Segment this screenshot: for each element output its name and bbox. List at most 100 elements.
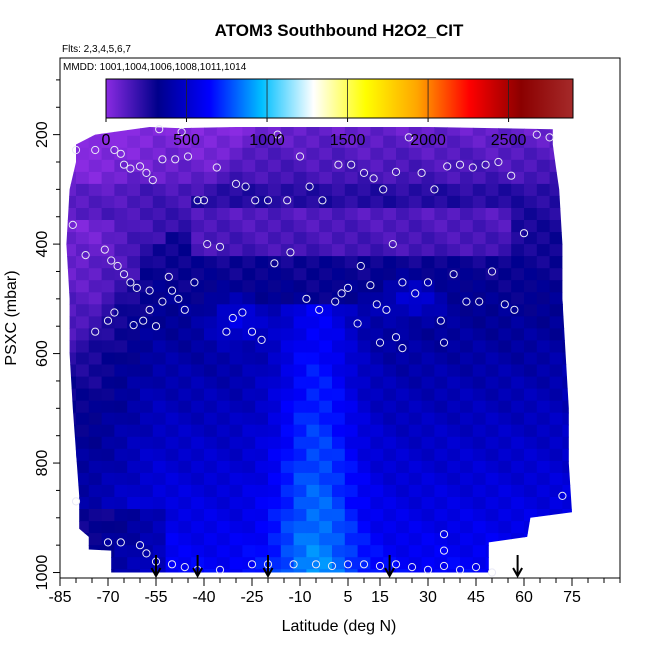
curtain-cell [447, 304, 461, 317]
curtain-cell [204, 220, 218, 233]
curtain-cell [524, 376, 538, 390]
curtain-cell [408, 388, 423, 402]
curtain-cell [536, 436, 551, 450]
curtain-cell [66, 292, 77, 305]
curtain-cell [140, 352, 154, 366]
colorbar-tick-label: 2000 [410, 132, 446, 149]
curtain-cell [204, 460, 218, 474]
curtain-cell [511, 280, 525, 293]
curtain-cell [293, 220, 307, 233]
curtain-cell [383, 280, 397, 293]
curtain-cell [344, 135, 359, 149]
curtain-cell [421, 569, 435, 573]
curtain-cell [498, 328, 512, 341]
curtain-cell [140, 533, 154, 546]
curtain-cell [293, 268, 307, 281]
curtain-cell [255, 328, 269, 341]
curtain-cell [293, 460, 307, 474]
curtain-cell [178, 521, 192, 534]
curtain-cell [140, 135, 154, 149]
curtain-cell [370, 292, 384, 305]
curtain-cell [255, 412, 269, 426]
curtain-cell [396, 484, 410, 498]
curtain-cell [268, 376, 282, 390]
flight-marker-arrow [150, 555, 162, 579]
curtain-cell [216, 497, 231, 510]
curtain-cell [255, 280, 269, 293]
curtain-cell [421, 208, 435, 221]
curtain-cell [178, 171, 192, 185]
curtain-cell [562, 557, 573, 570]
curtain-cell [332, 292, 346, 305]
sample-point [359, 168, 369, 177]
curtain-cell [524, 147, 538, 161]
curtain-cell [511, 147, 525, 161]
curtain-cell [101, 171, 115, 185]
curtain-cell [66, 436, 77, 450]
curtain-cell [165, 388, 179, 402]
curtain-cell [434, 352, 448, 366]
curtain-cell [280, 352, 295, 366]
curtain-cell [421, 280, 435, 293]
curtain-cell [549, 400, 563, 414]
curtain-cell [216, 352, 231, 366]
curtain-cell [66, 424, 77, 438]
curtain-cell [165, 135, 179, 149]
curtain-cell [370, 521, 384, 534]
curtain-cell [306, 484, 320, 498]
curtain-cell [152, 256, 167, 269]
curtain-cell [408, 497, 423, 510]
curtain-cell [434, 569, 448, 573]
curtain-cell [66, 280, 77, 293]
curtain-cell [447, 497, 461, 510]
curtain-cell [306, 316, 320, 329]
curtain-cell [255, 127, 269, 137]
curtain-cell [524, 460, 538, 474]
curtain-cell [216, 472, 231, 486]
curtain-cell [383, 460, 397, 474]
curtain-cell [306, 135, 320, 149]
curtain-cell [306, 244, 320, 257]
x-tick-label: 5 [344, 589, 353, 606]
curtain-cell [447, 484, 461, 498]
curtain-cell [216, 183, 231, 197]
curtain-cell [370, 400, 384, 414]
curtain-cell [229, 328, 243, 341]
curtain-cell [472, 569, 487, 573]
curtain-cell [421, 364, 435, 378]
curtain-cell [152, 208, 167, 221]
curtain-cell [562, 497, 573, 510]
sample-point [327, 561, 337, 571]
curtain-cell [370, 460, 384, 474]
curtain-cell [460, 171, 474, 185]
curtain-cell [408, 195, 423, 209]
curtain-cell [447, 220, 461, 233]
curtain-cell [306, 472, 320, 486]
curtain-cell [536, 484, 551, 498]
curtain-cell [293, 147, 307, 161]
curtain-cell [88, 208, 103, 221]
curtain-cell [511, 497, 525, 510]
flights-label: Flts: 2,3,4,5,6,7 [62, 44, 131, 55]
colorbar-tick-label: 0 [102, 132, 111, 149]
curtain-cell [76, 376, 90, 390]
curtain-cell [306, 569, 320, 573]
curtain-cell [306, 183, 320, 197]
flight-marker-arrow [512, 555, 523, 579]
curtain-cell [332, 521, 346, 534]
curtain-cell [191, 509, 205, 522]
curtain-cell [152, 280, 167, 293]
curtain-cell [562, 376, 573, 390]
curtain-cell [216, 340, 231, 353]
curtain-cell [408, 208, 423, 221]
curtain-cell [408, 304, 423, 317]
curtain-cell [434, 328, 448, 341]
curtain-cell [191, 545, 205, 558]
curtain-cell [268, 497, 282, 510]
sample-point [302, 294, 311, 303]
curtain-cell [216, 436, 231, 450]
curtain-cell [447, 292, 461, 305]
curtain-cell [127, 509, 141, 522]
curtain-cell [114, 412, 128, 426]
curtain-cell [357, 220, 371, 233]
